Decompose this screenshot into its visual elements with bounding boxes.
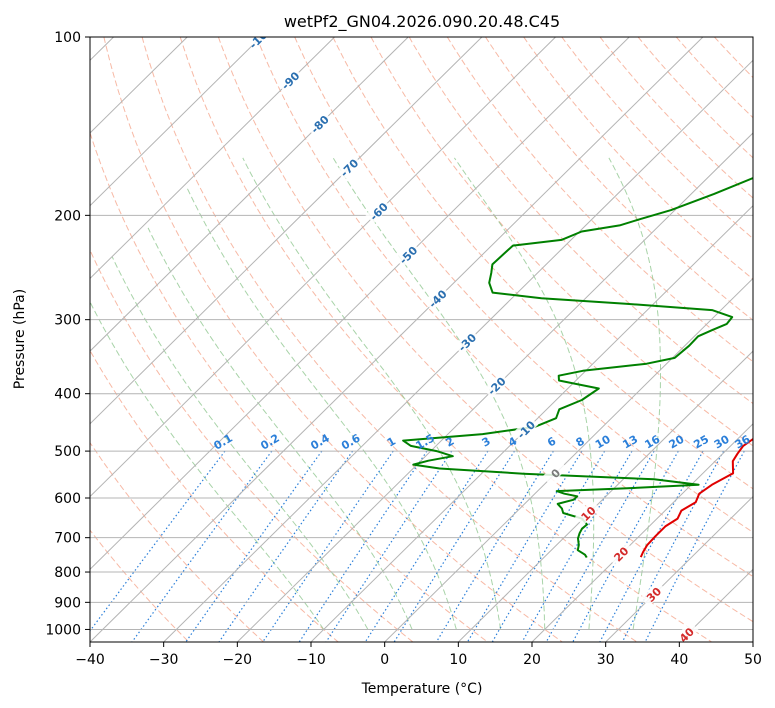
x-axis: −40 −30 −20 −10 0 10 20 30 40 50: [75, 642, 762, 668]
x-tick-label: −40: [75, 652, 105, 668]
isotherm-label-bg: [574, 500, 601, 526]
mixing-ratio-line: [262, 450, 394, 642]
isotherm-line: [90, 37, 262, 207]
mixing-ratio-line: [599, 450, 704, 642]
isotherm-label-bg: [365, 198, 391, 224]
dewpoint-line: [402, 176, 753, 559]
isotherm-line: [90, 37, 409, 352]
y-axis-title: Pressure (hPa): [12, 289, 28, 389]
x-tick-label: 10: [449, 652, 467, 668]
dry-adiabat-line: [561, 37, 753, 240]
dry-adiabat-line: [637, 37, 753, 159]
mixing-ratio-line: [131, 450, 273, 642]
mixing-ratio-line: [435, 450, 554, 642]
mixing-ratio-line: [545, 450, 655, 642]
plot-area: 0.1 0.2 0.4 0.6 1 1.5 2 3 4 6 8 10 13 16 20 25 30 36-100-…: [90, 37, 753, 642]
y-tick-label: 400: [54, 387, 81, 403]
y-tick-label: 300: [54, 313, 81, 329]
dry-adiabat-line: [217, 37, 753, 623]
isotherm-label-group: 0: [542, 459, 568, 486]
isotherm-line: [90, 37, 630, 570]
y-tick-label: 1000: [45, 622, 81, 638]
y-tick-label: 100: [54, 30, 81, 46]
isotherm-line: [531, 423, 753, 642]
isotherm-label-bg: [673, 621, 699, 642]
dry-adiabat-line: [179, 37, 712, 642]
isotherm-label-bg: [453, 328, 480, 355]
x-tick-label: 20: [523, 652, 541, 668]
chart-title: wetPf2_GN04.2026.090.20.48.C45: [284, 12, 560, 32]
isotherm-line: [90, 37, 335, 280]
isotherm-label-bg: [542, 459, 568, 486]
y-axis: 100 200 300 400 500 600 700 800 900 1000: [45, 30, 90, 638]
isotherm-label-bg: [483, 372, 509, 398]
isotherm-line: [90, 37, 704, 642]
dry-adiabat-line: [523, 37, 753, 280]
moist-adiabat-line: [111, 256, 369, 630]
y-tick-label: 200: [54, 208, 81, 224]
isotherm-line: [90, 37, 556, 498]
x-tick-label: −20: [223, 652, 253, 668]
isotherm-line: [90, 37, 483, 425]
isotherm-label-bg: [276, 67, 303, 93]
moist-adiabat-line: [147, 227, 413, 630]
isotherm-label-bg: [640, 581, 666, 607]
x-tick-label: 40: [670, 652, 688, 668]
y-tick-label: 500: [54, 444, 81, 460]
isotherm-label-bg: [247, 37, 273, 49]
mixing-ratio-line: [90, 450, 226, 632]
moist-adiabat-line: [186, 187, 457, 630]
dry-adiabat-line: [408, 37, 753, 405]
x-tick-label: −30: [149, 652, 179, 668]
dry-adiabat-line: [256, 37, 753, 578]
y-tick-label: 800: [54, 565, 81, 581]
moist-adiabat-line: [332, 157, 546, 630]
isotherm-label-bg: [424, 285, 450, 311]
isotherm-line: [236, 132, 753, 642]
isotherm-line: [605, 495, 753, 642]
isotherm-line: [384, 277, 753, 642]
plot-frame: [89, 36, 754, 643]
isotherm-line: [310, 204, 753, 642]
temperature-line: [639, 437, 753, 558]
mixing-ratio-line: [185, 450, 323, 642]
isotherm-label-bg: [306, 110, 332, 137]
dry-adiabat-line: [485, 37, 753, 321]
mixing-ratio-line: [521, 450, 633, 642]
mixing-ratio-line: [218, 450, 354, 642]
dry-adiabat-line: [90, 441, 264, 642]
x-axis-title: Temperature (°C): [361, 681, 483, 697]
mixing-ratio-line: [298, 450, 428, 642]
isotherm-label-bg: [335, 154, 362, 180]
isotherm-label-bg: [607, 540, 634, 567]
x-tick-label: −10: [296, 652, 326, 668]
isotherm-line: [457, 350, 753, 642]
isotherm-label-bg: [394, 241, 421, 268]
y-tick-label: 900: [54, 595, 81, 611]
mixing-ratio-line: [325, 450, 453, 642]
mixing-ratio-line: [644, 450, 745, 642]
dry-adiabat-line: [294, 37, 753, 533]
x-tick-label: 0: [380, 652, 389, 668]
moist-adiabat-line: [90, 300, 325, 630]
sounding-series: [402, 176, 753, 559]
isotherm-label-bg: [512, 416, 539, 442]
x-tick-label: 30: [597, 652, 615, 668]
dry-adiabat-line: [103, 37, 563, 642]
pressure-gridlines: [90, 37, 753, 630]
x-tick-label: 50: [744, 652, 762, 668]
dry-adiabat-line: [90, 349, 339, 642]
y-tick-label: 700: [54, 531, 81, 547]
dry-adiabat-line: [141, 37, 638, 642]
y-tick-label: 600: [54, 491, 81, 507]
